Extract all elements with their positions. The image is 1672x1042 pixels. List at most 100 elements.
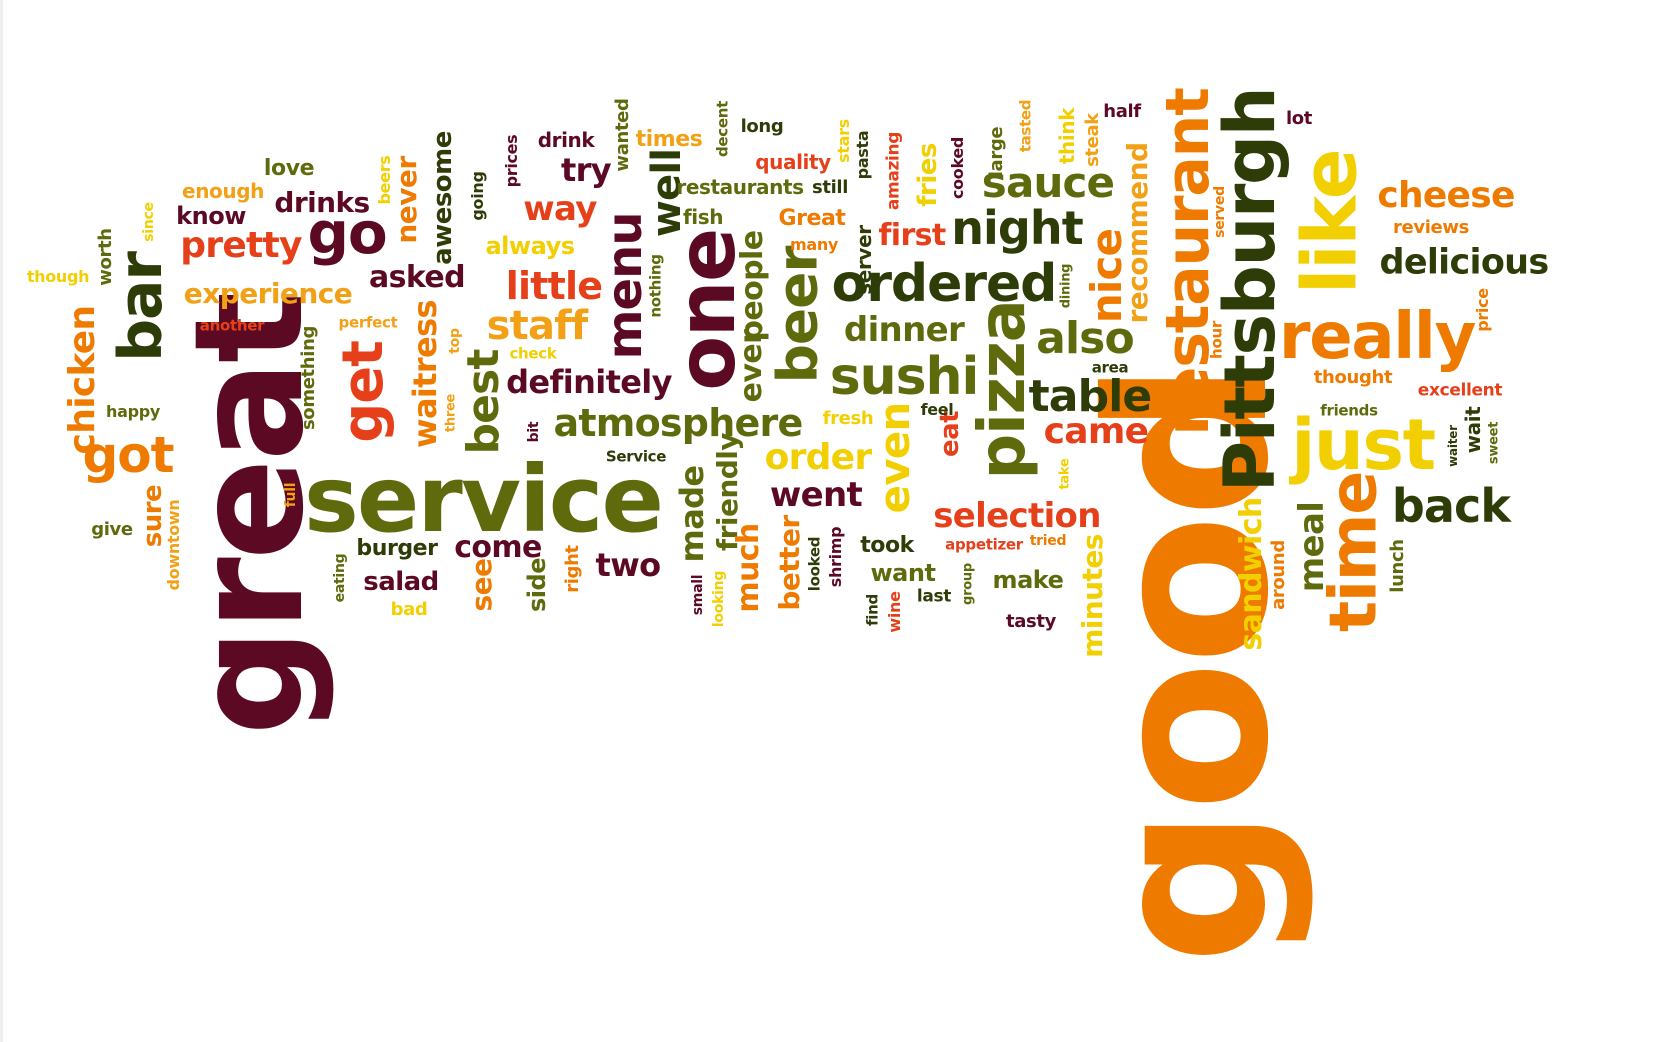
word-asked: asked: [368, 260, 466, 295]
word-small: small: [690, 574, 706, 616]
word-went: went: [769, 475, 863, 515]
word-lunch: lunch: [1387, 539, 1408, 593]
word-fresh: fresh: [822, 408, 874, 429]
word-top: top: [447, 328, 463, 354]
word-side: side: [523, 557, 551, 613]
word-staff: staff: [486, 303, 589, 349]
word-recommend: recommend: [1121, 142, 1154, 324]
word-bad: bad: [390, 599, 428, 620]
word-worth: worth: [95, 228, 116, 286]
word-never: never: [390, 156, 423, 244]
word-ordered: ordered: [831, 254, 1058, 314]
word-times: times: [635, 127, 703, 152]
word-restaurant: restaurant: [1153, 88, 1223, 436]
word-right: right: [562, 545, 583, 593]
word-sandwich: sandwich: [1234, 497, 1269, 651]
word-great: Great: [778, 206, 846, 231]
word-dinner: dinner: [843, 310, 965, 350]
word-service: Service: [605, 447, 667, 466]
word-want: want: [870, 559, 936, 587]
word-got: got: [82, 426, 174, 484]
word-took: took: [860, 533, 914, 558]
word-see: see: [465, 558, 498, 612]
word-come: come: [454, 530, 542, 565]
word-like: like: [1285, 149, 1374, 295]
word-half: half: [1103, 101, 1141, 122]
word-hour: hour: [1207, 321, 1226, 359]
word-tasty: tasty: [1005, 611, 1057, 632]
word-sweet: sweet: [1486, 421, 1502, 465]
word-excellent: excellent: [1417, 380, 1503, 401]
word-bar: bar: [106, 252, 176, 362]
word-another: another: [199, 316, 265, 335]
word-night: night: [951, 201, 1084, 255]
word-long: long: [740, 116, 784, 137]
word-happy: happy: [106, 402, 160, 421]
word-looking: looking: [711, 570, 727, 628]
word-sushi: sushi: [829, 347, 980, 407]
word-something: something: [298, 325, 319, 431]
word-around: around: [1268, 540, 1289, 610]
word-back: back: [1391, 479, 1511, 533]
word-going: going: [468, 171, 487, 221]
word-beers: beers: [375, 155, 394, 205]
word-best: best: [458, 349, 509, 455]
word-cheese: cheese: [1377, 175, 1515, 216]
word-reviews: reviews: [1392, 217, 1470, 238]
word-still: still: [811, 177, 849, 198]
word-beer: beer: [765, 246, 830, 384]
word-take: take: [1057, 458, 1073, 490]
word-always: always: [485, 232, 575, 260]
word-sure: sure: [138, 484, 168, 548]
word-eating: eating: [332, 553, 348, 603]
word-meal: meal: [1292, 501, 1332, 593]
word-love: love: [263, 156, 315, 181]
word-know: know: [176, 202, 246, 230]
word-delicious: delicious: [1379, 242, 1549, 283]
word-give: give: [91, 519, 133, 540]
word-just: just: [1291, 404, 1436, 486]
word-drinks: drinks: [274, 186, 370, 219]
word-menu: menu: [597, 212, 653, 360]
word-cooked: cooked: [948, 136, 967, 200]
word-drink: drink: [537, 128, 595, 152]
word-tasted: tasted: [1016, 99, 1035, 153]
word-wait: wait: [1461, 406, 1485, 454]
word-sauce: sauce: [981, 158, 1115, 207]
word-burger: burger: [356, 536, 438, 561]
word-first: first: [878, 218, 946, 253]
word-steak: steak: [1082, 113, 1103, 167]
word-shrimp: shrimp: [826, 526, 845, 588]
word-fries: fries: [913, 143, 943, 207]
word-prices: prices: [502, 134, 521, 188]
word-looked: looked: [805, 536, 824, 592]
word-large: large: [986, 126, 1007, 178]
word-three: three: [443, 393, 459, 433]
word-salad: salad: [363, 567, 439, 597]
word-selection: selection: [933, 496, 1101, 536]
word-wanted: wanted: [612, 98, 633, 172]
word-two: two: [595, 546, 662, 584]
word-server: server: [852, 225, 876, 295]
word-table: table: [1028, 371, 1153, 422]
word-pittsburgh: Pittsburgh: [1209, 87, 1291, 493]
word-much: much: [731, 523, 766, 613]
word-atmosphere: atmosphere: [553, 401, 803, 445]
word-decent: decent: [713, 100, 732, 158]
word-came: came: [1043, 411, 1149, 452]
word-tried: tried: [1029, 533, 1067, 549]
word-dining: dining: [1058, 263, 1074, 309]
word-since: since: [141, 202, 157, 242]
word-many: many: [789, 235, 839, 254]
word-little: little: [505, 264, 603, 308]
word-waitress: waitress: [406, 300, 444, 448]
word-full: full: [283, 482, 299, 508]
word-service: service: [303, 446, 664, 553]
word-appetizer: appetizer: [945, 535, 1023, 554]
word-get: get: [331, 341, 396, 443]
word-awesome: awesome: [428, 131, 458, 265]
word-area: area: [1091, 358, 1129, 377]
word-made: made: [673, 465, 711, 563]
word-pasta: pasta: [853, 130, 872, 180]
